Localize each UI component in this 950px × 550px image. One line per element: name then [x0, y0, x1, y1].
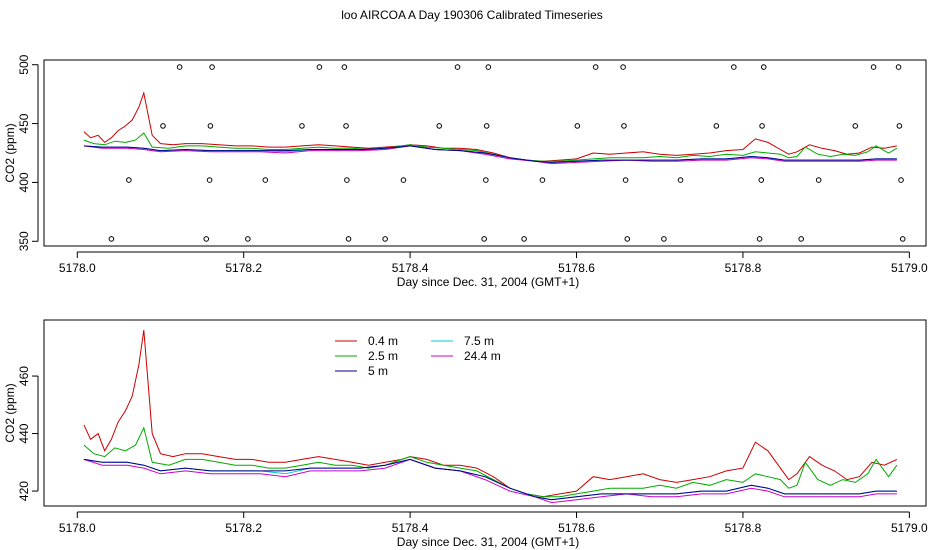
bottom-panel-y-axis: 420 440 460 [17, 366, 39, 501]
marker-point [756, 236, 763, 242]
y-tick-label: 350 [17, 231, 31, 251]
marker-point [176, 64, 183, 70]
marker-point [245, 236, 251, 242]
series-line-2-5-m [83, 426, 898, 498]
legend-label: 0.4 m [368, 334, 398, 348]
marker-point [759, 123, 765, 129]
x-tick-label: 5178.2 [225, 521, 262, 535]
bottom-panel-y-label: CO2 (ppm) [3, 383, 17, 442]
top-panel-series [83, 91, 898, 165]
bottom-panel-series [83, 330, 898, 504]
marker-point [760, 64, 767, 70]
marker-point [521, 236, 527, 242]
x-tick-label: 5179.0 [891, 521, 928, 535]
marker-point [485, 64, 492, 70]
x-tick-label: 5178.8 [725, 261, 762, 275]
y-tick-label: 500 [17, 54, 31, 74]
marker-point [622, 177, 629, 183]
legend-label: 24.4 m [464, 349, 501, 363]
series-line-0-4-m [83, 330, 898, 498]
x-tick-label: 5178.6 [558, 261, 595, 275]
marker-point [895, 64, 902, 70]
marker-point [870, 64, 877, 70]
marker-point [758, 177, 765, 183]
x-tick-label: 5178.0 [59, 261, 96, 275]
marker-point [483, 123, 490, 129]
y-tick-label: 420 [17, 481, 31, 501]
y-tick-label: 400 [17, 172, 31, 192]
x-tick-label: 5178.8 [725, 521, 762, 535]
marker-point [730, 64, 737, 70]
bottom-panel-x-axis: 5178.0 5178.2 5178.4 5178.6 5178.8 5179.0 [59, 511, 928, 535]
marker-point [620, 64, 626, 70]
x-tick-label: 5179.0 [891, 261, 928, 275]
x-tick-label: 5178.6 [558, 521, 595, 535]
marker-point [341, 64, 348, 70]
bottom-panel-x-label: Day since Dec. 31, 2004 (GMT+1) [397, 535, 579, 549]
series-line-2-5-m [83, 132, 898, 162]
bottom-panel: 5178.0 5178.2 5178.4 5178.6 5178.8 5179.0 420… [3, 319, 928, 549]
marker-point [262, 177, 269, 183]
marker-point [574, 123, 581, 129]
top-panel-x-axis: 5178.0 5178.2 5178.4 5178.6 5178.8 5179.0 [59, 251, 928, 275]
marker-point [316, 64, 323, 70]
series-line-5-m [83, 458, 897, 501]
x-tick-label: 5178.0 [59, 521, 96, 535]
marker-point [209, 64, 215, 70]
marker-point [592, 64, 599, 70]
legend-label: 2.5 m [368, 349, 398, 363]
marker-point [454, 64, 461, 70]
y-tick-label: 450 [17, 113, 31, 133]
marker-point [344, 177, 350, 183]
top-panel-frame [43, 59, 927, 247]
marker-point [798, 236, 804, 242]
y-tick-label: 440 [17, 423, 31, 443]
marker-point [206, 177, 213, 183]
marker-point [852, 123, 859, 129]
series-line-24-4-m [83, 458, 897, 504]
top-panel-y-label: CO2 (ppm) [3, 123, 17, 182]
series-line-24-4-m [83, 145, 897, 165]
marker-point [160, 123, 166, 129]
marker-point [203, 236, 210, 242]
marker-point [400, 177, 407, 183]
series-line-5-m [83, 145, 897, 163]
series-line-0-4-m [83, 91, 897, 162]
marker-point [661, 236, 667, 242]
top-panel: 5178.0 5178.2 5178.4 5178.6 5178.8 5179.0 350… [3, 54, 928, 289]
y-tick-label: 460 [17, 366, 31, 386]
marker-point [483, 177, 489, 183]
marker-point [896, 123, 903, 129]
top-panel-x-label: Day since Dec. 31, 2004 (GMT+1) [397, 275, 579, 289]
marker-point [345, 236, 352, 242]
marker-point [126, 177, 132, 183]
legend-label: 5 m [368, 364, 388, 378]
bottom-panel-frame [43, 319, 927, 507]
marker-point [677, 177, 684, 183]
x-tick-label: 5178.4 [392, 261, 429, 275]
marker-point [481, 236, 487, 242]
marker-point [108, 236, 115, 242]
marker-point [624, 236, 631, 242]
marker-point [815, 177, 822, 183]
marker-point [207, 123, 214, 129]
marker-point [539, 177, 546, 183]
marker-point [382, 236, 388, 242]
top-panel-y-axis: 350 400 450 500 [17, 54, 39, 251]
marker-point [621, 123, 627, 129]
legend-label: 7.5 m [464, 334, 494, 348]
x-tick-label: 5178.2 [225, 261, 262, 275]
x-tick-label: 5178.4 [392, 521, 429, 535]
top-panel-marker-points [108, 64, 906, 242]
marker-point [713, 123, 720, 129]
marker-point [899, 236, 906, 242]
marker-point [436, 123, 443, 129]
legend: 0.4 m2.5 m5 m 7.5 m24.4 m [335, 334, 501, 378]
chart-title: loo AIRCOA A Day 190306 Calibrated Times… [341, 8, 602, 22]
marker-point [898, 177, 904, 183]
marker-point [343, 123, 349, 129]
marker-point [299, 123, 305, 129]
